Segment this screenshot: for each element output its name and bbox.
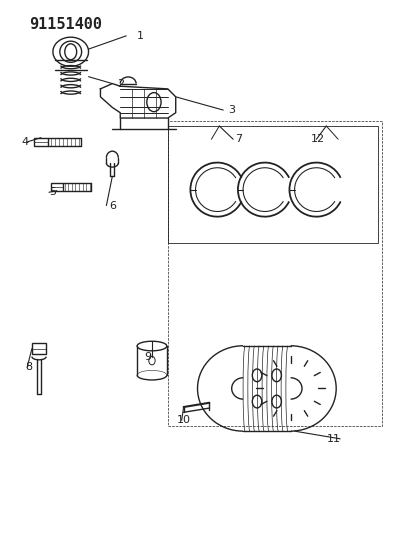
Text: 3: 3 (228, 105, 235, 115)
Text: 5: 5 (49, 187, 56, 197)
FancyBboxPatch shape (168, 126, 378, 243)
Text: 8: 8 (26, 362, 33, 372)
Text: 12: 12 (311, 134, 326, 144)
Text: 10: 10 (177, 415, 191, 425)
Text: 4: 4 (22, 137, 29, 147)
Text: 1: 1 (136, 31, 144, 41)
FancyBboxPatch shape (34, 138, 48, 146)
Text: 6: 6 (109, 200, 116, 211)
Text: 9: 9 (144, 352, 152, 361)
Text: 11: 11 (327, 434, 341, 444)
FancyBboxPatch shape (32, 343, 46, 354)
Text: 2: 2 (117, 78, 124, 88)
Text: 7: 7 (235, 134, 243, 144)
Text: 91151400: 91151400 (29, 17, 102, 33)
FancyBboxPatch shape (51, 183, 63, 191)
